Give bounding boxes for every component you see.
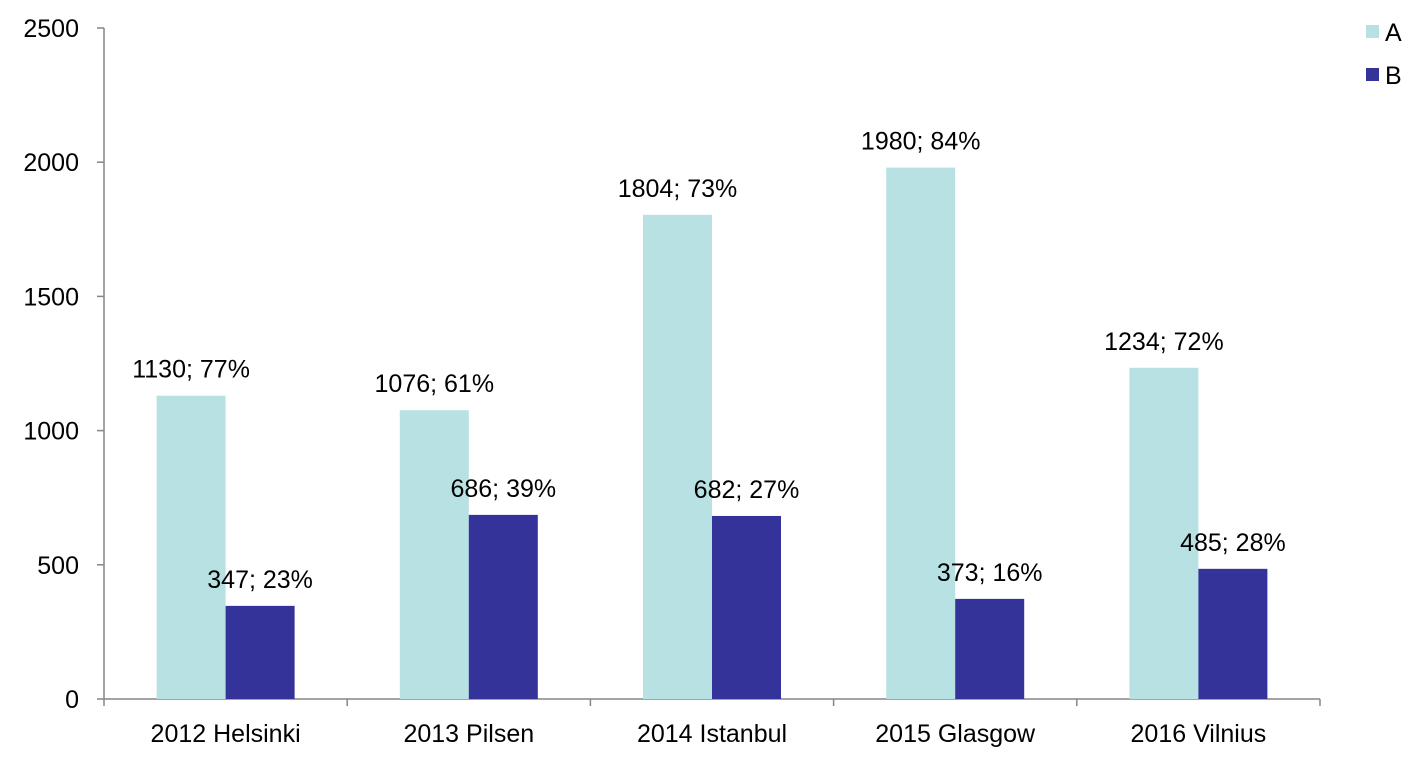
data-label-a: 1234; 72% — [1104, 328, 1224, 356]
x-category-label: 2013 Pilsen — [403, 720, 534, 748]
bar-a-3 — [886, 167, 956, 699]
data-label-a: 1076; 61% — [375, 370, 495, 398]
data-label-b: 373; 16% — [937, 559, 1043, 587]
y-tick-label: 500 — [37, 552, 79, 580]
x-category-label: 2012 Helsinki — [151, 720, 301, 748]
bar-b-0 — [225, 605, 295, 699]
x-category-label: 2014 Istanbul — [637, 720, 787, 748]
bar-a-1 — [399, 410, 469, 699]
bar-b-4 — [1198, 568, 1268, 699]
y-tick-label: 1000 — [23, 418, 79, 446]
legend-swatch-b — [1366, 68, 1379, 81]
x-category-label: 2016 Vilnius — [1131, 720, 1267, 748]
data-label-a: 1804; 73% — [618, 175, 738, 203]
bar-b-1 — [468, 514, 538, 699]
y-tick-label: 0 — [65, 686, 79, 714]
legend-swatch-a — [1366, 25, 1379, 38]
data-label-b: 686; 39% — [450, 475, 556, 503]
data-label-b: 682; 27% — [694, 476, 800, 504]
data-label-a: 1980; 84% — [861, 128, 981, 156]
y-tick-label: 2000 — [23, 149, 79, 177]
data-label-b: 485; 28% — [1180, 529, 1286, 557]
bar-a-4 — [1129, 367, 1199, 699]
bar-b-2 — [712, 515, 781, 699]
x-category-label: 2015 Glasgow — [875, 720, 1036, 748]
legend-label-a: A — [1385, 19, 1402, 47]
y-tick-label: 2500 — [23, 15, 79, 43]
bar-b-3 — [955, 598, 1025, 699]
data-label-b: 347; 23% — [207, 566, 313, 594]
y-tick-label: 1500 — [23, 283, 79, 311]
legend-label-b: B — [1385, 62, 1402, 90]
bar-a-0 — [156, 395, 226, 699]
bar-a-2 — [643, 214, 712, 699]
data-label-a: 1130; 77% — [132, 356, 250, 384]
